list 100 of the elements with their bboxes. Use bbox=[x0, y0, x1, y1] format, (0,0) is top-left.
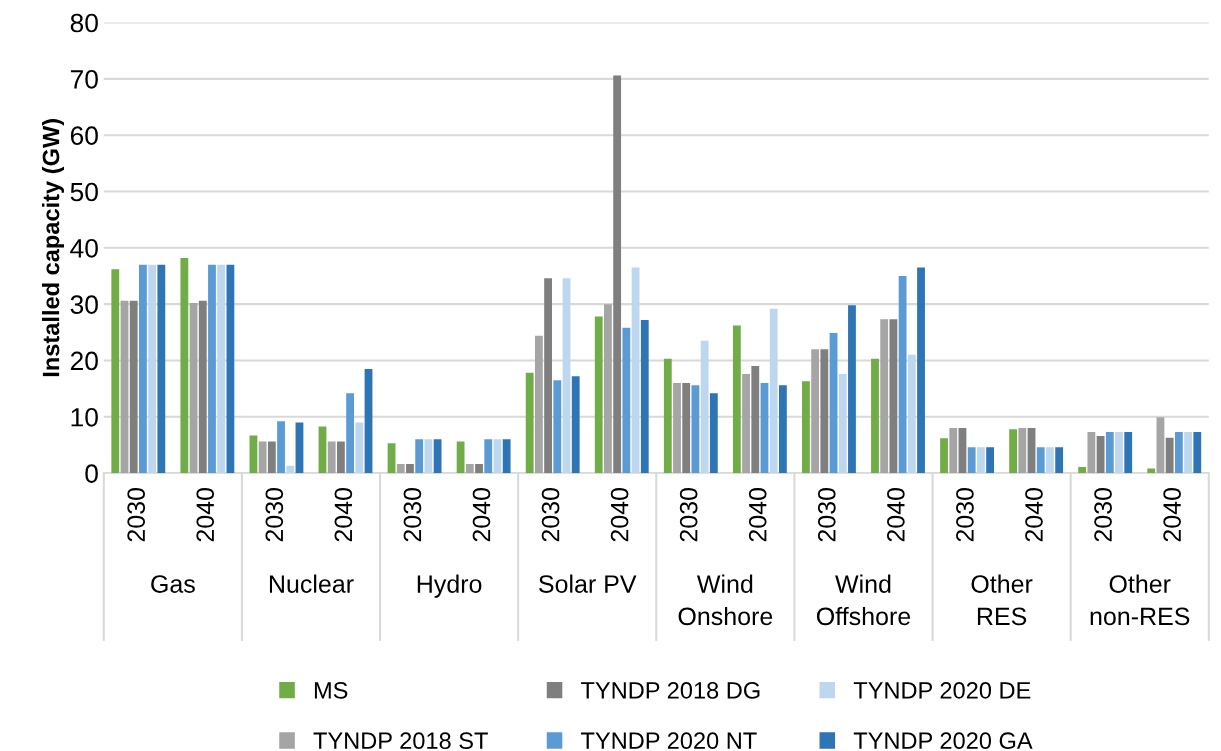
x-tick-label: 2040 bbox=[1163, 487, 1181, 542]
legend-label: MS bbox=[314, 682, 348, 699]
bar bbox=[226, 264, 235, 474]
x-tick-label: 2030 bbox=[265, 487, 284, 542]
bar bbox=[848, 305, 856, 474]
bar bbox=[1124, 432, 1133, 474]
bar bbox=[838, 374, 847, 474]
bar bbox=[1096, 435, 1105, 474]
x-tick-label: 2030 bbox=[1094, 487, 1112, 542]
x-tick-label: 2030 bbox=[541, 487, 560, 542]
bar bbox=[502, 439, 511, 474]
bar bbox=[433, 439, 442, 474]
bar bbox=[525, 372, 534, 474]
bar bbox=[198, 300, 207, 474]
x-tick-label: 2040 bbox=[196, 487, 215, 542]
bar bbox=[682, 383, 691, 474]
bar bbox=[286, 465, 295, 474]
bar bbox=[880, 319, 889, 474]
bar bbox=[691, 385, 700, 474]
bar bbox=[258, 441, 267, 474]
bar bbox=[465, 464, 474, 474]
y-tick-label: 10 bbox=[71, 407, 98, 427]
bar bbox=[208, 264, 216, 474]
y-axis-title: Installed capacity (GW) bbox=[42, 119, 65, 377]
x-tick-label: 2030 bbox=[817, 487, 836, 542]
bar bbox=[889, 319, 898, 474]
bar bbox=[277, 421, 285, 474]
bar bbox=[562, 278, 571, 474]
bar bbox=[1184, 432, 1192, 474]
bar bbox=[898, 275, 907, 474]
bar bbox=[346, 393, 355, 474]
bar bbox=[700, 340, 709, 474]
legend-label: TYNDP 2020 DE bbox=[853, 682, 1031, 699]
bar bbox=[1055, 447, 1064, 474]
x-tick-label: 2040 bbox=[887, 487, 905, 542]
legend-label: TYNDP 2020 NT bbox=[581, 732, 757, 750]
bar bbox=[1105, 432, 1114, 474]
bar bbox=[157, 264, 166, 474]
bar bbox=[553, 380, 562, 474]
bar bbox=[640, 319, 649, 474]
bar bbox=[318, 426, 327, 474]
bar bbox=[336, 441, 345, 474]
x-tick-label: 2040 bbox=[472, 487, 491, 542]
bar bbox=[249, 435, 258, 474]
text: Other RES bbox=[971, 574, 1033, 626]
bar bbox=[180, 257, 189, 474]
bar bbox=[742, 374, 750, 474]
bar bbox=[1193, 432, 1202, 474]
bar bbox=[534, 335, 543, 474]
y-tick-label: 70 bbox=[70, 69, 98, 89]
bar bbox=[811, 349, 820, 474]
bar bbox=[1036, 447, 1045, 474]
bar bbox=[1078, 466, 1087, 474]
bar bbox=[456, 441, 465, 474]
bar bbox=[622, 327, 631, 474]
bar bbox=[571, 376, 580, 474]
text: Hydro bbox=[417, 574, 482, 598]
bar bbox=[967, 447, 976, 474]
bar bbox=[139, 264, 147, 474]
x-tick-label: 2040 bbox=[334, 487, 353, 542]
x-tick-label: 2030 bbox=[679, 487, 698, 542]
bar bbox=[751, 366, 760, 474]
bar bbox=[907, 354, 916, 474]
bar bbox=[802, 381, 810, 474]
bar bbox=[1087, 432, 1096, 474]
x-tick-label: 2030 bbox=[127, 487, 146, 542]
x-tick-label: 2030 bbox=[956, 487, 974, 542]
bar bbox=[1046, 447, 1054, 474]
bar bbox=[493, 439, 502, 474]
bar bbox=[1165, 437, 1174, 474]
bar bbox=[148, 264, 157, 474]
bar bbox=[949, 428, 958, 474]
legend-label: TYNDP 2020 GA bbox=[853, 732, 1033, 750]
bar bbox=[732, 325, 741, 474]
y-tick-label: 80 bbox=[70, 13, 98, 33]
bar bbox=[295, 422, 304, 474]
bar bbox=[1147, 468, 1156, 474]
bar bbox=[871, 358, 879, 474]
bar bbox=[673, 383, 681, 474]
x-tick-label: 2030 bbox=[403, 487, 422, 542]
bar bbox=[1009, 429, 1018, 474]
bar bbox=[387, 443, 396, 474]
y-tick-label: 30 bbox=[70, 295, 98, 314]
legend-label: TYNDP 2018 ST bbox=[313, 732, 488, 750]
text: Wind Offshore bbox=[816, 574, 911, 626]
bar bbox=[594, 316, 603, 474]
bar bbox=[940, 438, 948, 474]
text: Wind Onshore bbox=[678, 574, 773, 626]
bar bbox=[396, 464, 405, 474]
y-tick-label: 20 bbox=[70, 351, 98, 371]
bar bbox=[1156, 417, 1165, 474]
bar bbox=[267, 441, 276, 474]
text: Other non-RES bbox=[1090, 574, 1190, 626]
bar bbox=[778, 385, 787, 474]
bar bbox=[769, 308, 778, 474]
x-tick-label: 2040 bbox=[610, 487, 629, 542]
bar bbox=[406, 464, 414, 474]
bar bbox=[820, 349, 829, 474]
bar bbox=[475, 464, 483, 474]
bar bbox=[663, 358, 672, 474]
